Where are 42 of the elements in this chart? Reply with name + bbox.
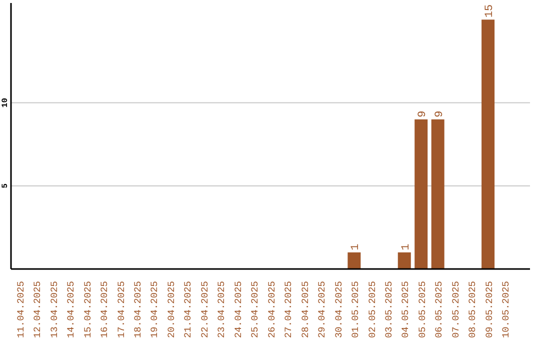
x-tick-label: 24.04.2025	[232, 280, 244, 338]
y-tick-label: 10	[1, 98, 10, 108]
x-tick-label: 18.04.2025	[132, 280, 144, 338]
data-label: 9	[434, 110, 446, 118]
bar	[414, 119, 428, 269]
x-tick-label: 16.04.2025	[99, 280, 110, 338]
data-label: 1	[350, 243, 362, 250]
x-tick-label: 06.05.2025	[434, 280, 445, 338]
y-tick-label: 5	[1, 183, 10, 188]
x-tick-label: 25.04.2025	[250, 280, 261, 338]
data-label: 15	[484, 4, 496, 18]
x-tick-label: 12.04.2025	[32, 280, 44, 338]
x-tick-label: 29.04.2025	[316, 280, 328, 338]
x-tick-label: 13.04.2025	[48, 280, 60, 338]
x-tick-label: 11.04.2025	[15, 280, 26, 338]
x-tick-label: 28.04.2025	[300, 280, 311, 338]
x-tick-label: 09.05.2025	[484, 280, 495, 338]
x-tick-label: 14.04.2025	[66, 280, 77, 338]
x-tick-label: 02.05.2025	[366, 280, 378, 338]
x-tick-label: 08.05.2025	[467, 280, 478, 338]
x-tick-label: 30.04.2025	[333, 280, 344, 338]
x-tick-label: 01.05.2025	[350, 280, 362, 338]
x-tick-label: 22.04.2025	[199, 280, 210, 338]
x-tick-label: 20.04.2025	[166, 280, 177, 338]
x-tick-label: 05.05.2025	[416, 280, 428, 338]
x-tick-label: 27.04.2025	[283, 280, 294, 338]
x-tick-label: 15.04.2025	[82, 280, 94, 338]
x-tick-label: 04.05.2025	[400, 280, 412, 338]
x-tick-label: 03.05.2025	[384, 280, 394, 338]
bar	[431, 119, 444, 269]
x-tick-label: 19.04.2025	[149, 280, 160, 338]
x-tick-label: 21.04.2025	[182, 280, 194, 338]
x-tick-label: 07.05.2025	[450, 280, 462, 338]
bar	[398, 252, 411, 269]
x-tick-label: 17.04.2025	[116, 280, 127, 338]
x-tick-label: 26.04.2025	[266, 280, 278, 338]
x-tick-label: 23.04.2025	[216, 280, 228, 338]
data-label: 9	[417, 110, 430, 118]
x-tick-label: 10.05.2025	[500, 280, 512, 338]
data-label: 1	[400, 243, 412, 250]
bar	[348, 252, 361, 269]
bar	[482, 20, 495, 269]
